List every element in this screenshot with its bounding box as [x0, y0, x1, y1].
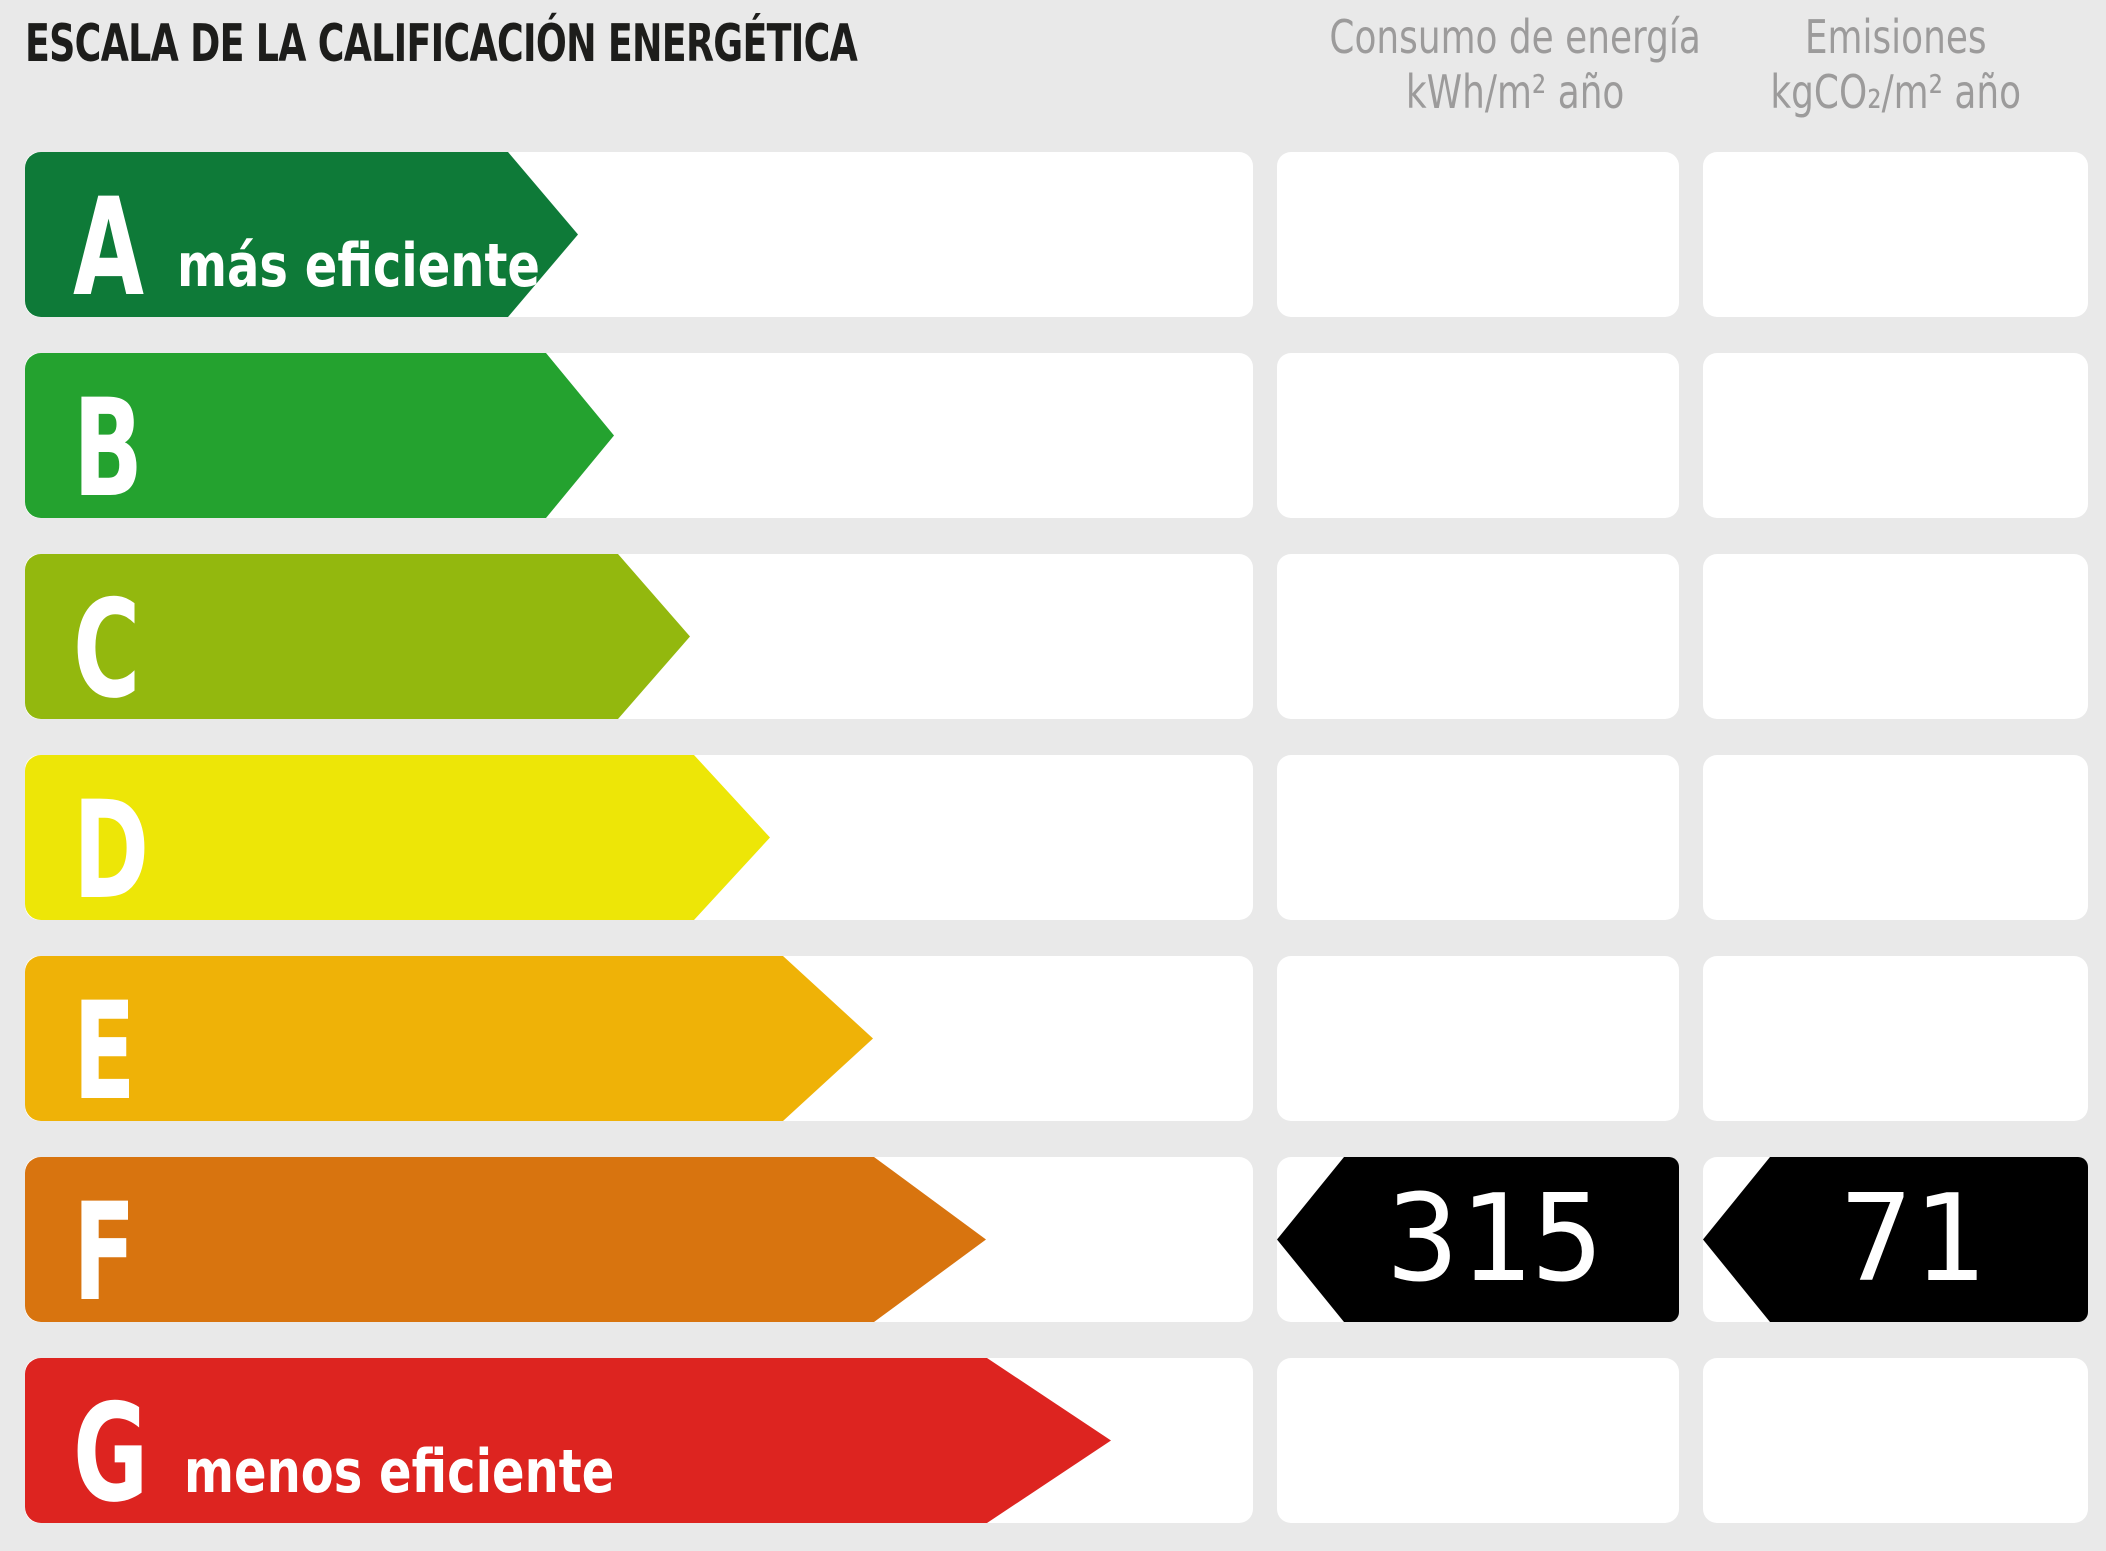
consumption-cell-E	[1277, 956, 1679, 1121]
emissions-cell-B	[1703, 353, 2088, 518]
rating-letter-B: B	[73, 370, 143, 527]
page-title: ESCALA DE LA CALIFICACIÓN ENERGÉTICA	[25, 0, 1253, 152]
consumption-cell-A	[1277, 152, 1679, 317]
emissions-cell-G	[1703, 1358, 2088, 1523]
rating-letter-C: C	[73, 571, 141, 728]
rating-track-G: G menos eficiente	[25, 1358, 1253, 1523]
emissions-value: 71	[1840, 1169, 1985, 1309]
rating-scale-grid: A más eficiente B C D	[25, 152, 2088, 1523]
consumption-cell-D	[1277, 755, 1679, 920]
rating-track-F: F	[25, 1157, 1253, 1322]
emissions-cell-C	[1703, 554, 2088, 719]
label-header: ESCALA DE LA CALIFICACIÓN ENERGÉTICA Con…	[25, 0, 2088, 152]
consumption-header-line2: kWh/m² año	[1405, 65, 1625, 119]
rating-caption-G: menos eficiente	[183, 1437, 615, 1507]
rating-letter-A: A	[73, 169, 145, 326]
emissions-value-arrow: 71	[1703, 1157, 2088, 1322]
rating-letter-F: F	[73, 1174, 136, 1331]
rating-arrow-E: E	[25, 956, 873, 1121]
rating-letter-D: D	[73, 772, 150, 929]
rating-track-B: B	[25, 353, 1253, 518]
rating-track-E: E	[25, 956, 1253, 1121]
rating-arrow-G: G menos eficiente	[25, 1358, 1111, 1523]
emissions-cell-F: 71	[1703, 1157, 2088, 1322]
emissions-cell-A	[1703, 152, 2088, 317]
consumption-header-line1: Consumo de energía	[1329, 10, 1701, 64]
emissions-cell-D	[1703, 755, 2088, 920]
rating-arrow-A: A más eficiente	[25, 152, 578, 317]
rating-arrow-D: D	[25, 755, 770, 920]
rating-arrow-B: B	[25, 353, 614, 518]
rating-track-D: D	[25, 755, 1253, 920]
rating-arrow-C: C	[25, 554, 690, 719]
emissions-header-line2: kgCO₂/m² año	[1770, 65, 2021, 119]
rating-letter-E: E	[73, 973, 136, 1130]
consumption-cell-C	[1277, 554, 1679, 719]
consumption-value: 315	[1386, 1169, 1604, 1309]
rating-arrow-F: F	[25, 1157, 986, 1322]
rating-track-C: C	[25, 554, 1253, 719]
rating-track-A: A más eficiente	[25, 152, 1253, 317]
emissions-cell-E	[1703, 956, 2088, 1121]
consumption-cell-B	[1277, 353, 1679, 518]
rating-caption-A: más eficiente	[177, 231, 541, 301]
consumption-column-header: Consumo de energía kWh/m² año	[1277, 0, 1700, 152]
page-title-text: ESCALA DE LA CALIFICACIÓN ENERGÉTICA	[25, 14, 858, 74]
consumption-value-arrow: 315	[1277, 1157, 1679, 1322]
emissions-column-header: Emisiones kgCO₂/m² año	[1703, 0, 2088, 152]
emissions-header-line1: Emisiones	[1804, 10, 1987, 64]
rating-letter-G: G	[73, 1375, 149, 1532]
consumption-cell-G	[1277, 1358, 1679, 1523]
consumption-cell-F: 315	[1277, 1157, 1679, 1322]
